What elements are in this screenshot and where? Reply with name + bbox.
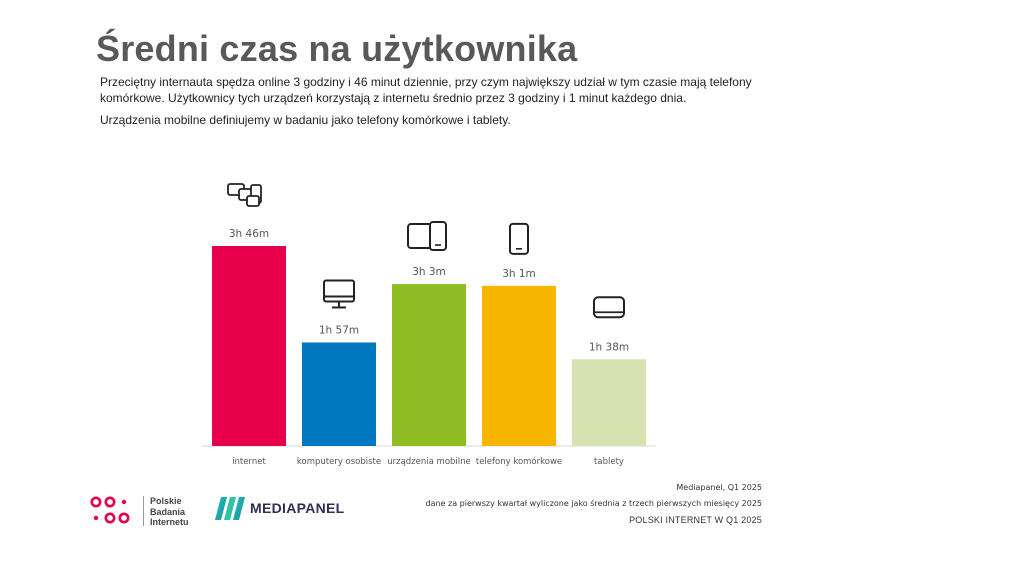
bar-2 xyxy=(302,342,376,446)
bar-5 xyxy=(572,359,646,446)
mediapanel-logo-icon xyxy=(215,497,245,520)
data-label: 3h 46m xyxy=(229,228,269,240)
report-brand-text: POLSKI INTERNET W Q1 2025 xyxy=(629,515,762,525)
devices-icon xyxy=(227,183,262,207)
description-text: Przeciętny internauta spędza online 3 go… xyxy=(100,75,752,105)
phone-icon xyxy=(509,222,529,255)
mediapanel-logo-text: MEDIAPANEL xyxy=(250,500,345,516)
data-label: 3h 3m xyxy=(412,266,446,278)
category-label: telefony komórkowe xyxy=(476,456,562,467)
category-label: urządzenia mobilne xyxy=(387,457,471,467)
desktop-icon xyxy=(323,279,355,309)
mobile-devices-icon xyxy=(407,221,447,252)
bar-3 xyxy=(392,284,466,446)
pbi-logo-text: Polskie Badania Internetu xyxy=(150,496,189,528)
bar-4 xyxy=(482,285,556,446)
bar-1 xyxy=(212,246,286,446)
data-label: 1h 38m xyxy=(589,341,629,353)
page-title: Średni czas na użytkownika xyxy=(96,28,578,69)
source-text: Mediapanel, Q1 2025 xyxy=(676,483,762,492)
pbi-line-2: Badania xyxy=(150,506,186,517)
tablet-icon xyxy=(593,296,625,319)
description-note: Urządzenia mobilne definiujemy w badaniu… xyxy=(100,113,511,127)
data-label: 1h 57m xyxy=(319,324,359,336)
data-label: 3h 1m xyxy=(502,268,536,280)
category-label: komputery osobiste xyxy=(297,457,381,467)
pbi-logo-icon xyxy=(90,496,130,524)
category-label: internet xyxy=(232,457,266,467)
pbi-line-1: Polskie xyxy=(150,496,182,506)
category-label: tablety xyxy=(594,457,624,467)
pbi-line-3: Internetu xyxy=(150,517,189,527)
footnote-text: dane za pierwszy kwartał wyliczone jako … xyxy=(425,499,762,508)
logo-separator xyxy=(143,496,144,526)
